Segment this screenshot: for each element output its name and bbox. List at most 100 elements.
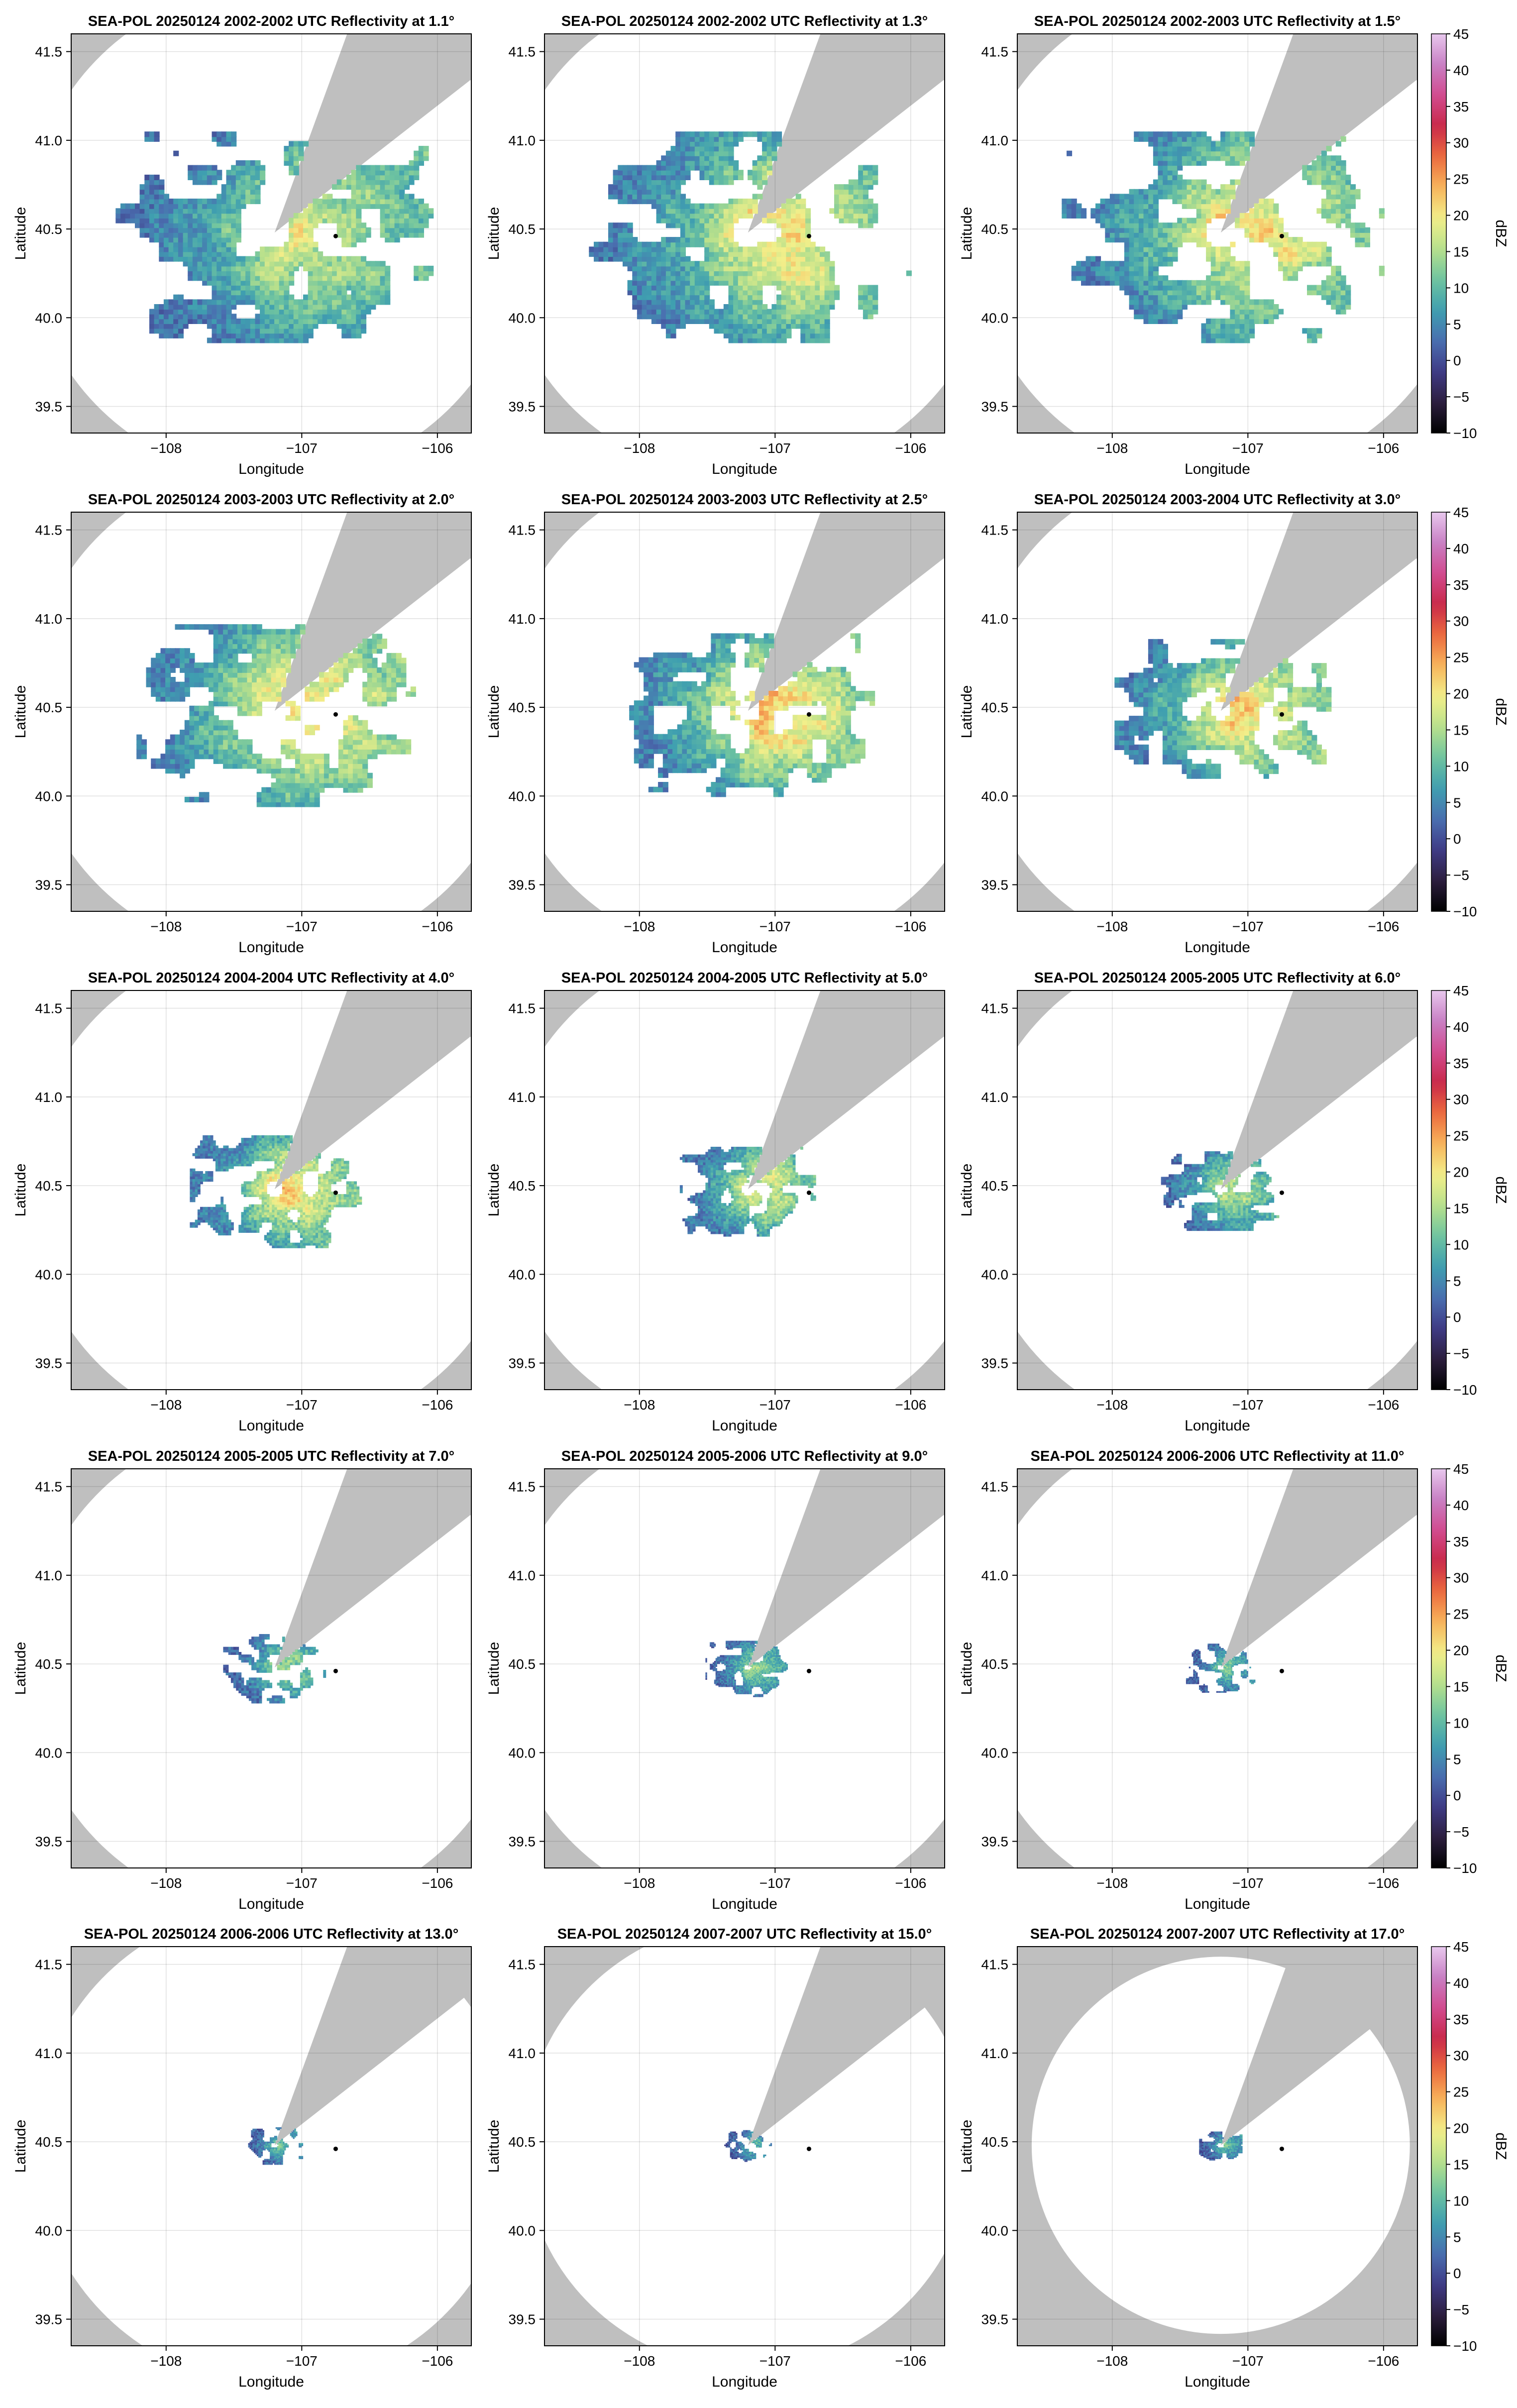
echo-cell: [209, 749, 215, 755]
echo-cell: [154, 323, 160, 329]
echo-cell: [184, 648, 190, 654]
echo-cell: [647, 270, 652, 276]
echo-cell: [810, 323, 816, 329]
echo-cell: [810, 270, 816, 276]
echo-cell: [1235, 160, 1241, 166]
echo-cell: [235, 285, 241, 291]
echo-cell: [1114, 275, 1120, 281]
echo-cell: [165, 744, 171, 750]
echo-cell: [144, 174, 150, 180]
echo-cell: [1114, 237, 1120, 243]
echo-cell: [385, 280, 391, 286]
echo-cell: [820, 270, 826, 276]
echo-cell: [213, 715, 219, 721]
echo-cell: [227, 696, 233, 702]
echo-cell: [757, 131, 763, 137]
echo-cell: [183, 222, 189, 228]
echo-cell: [247, 696, 253, 702]
echo-cell: [1163, 318, 1169, 324]
echo-cell: [623, 184, 629, 190]
echo-cell: [651, 179, 657, 185]
echo-cell: [149, 194, 155, 200]
echo-cell: [1273, 213, 1279, 219]
echo-cell: [365, 265, 371, 271]
echo-cell: [1167, 189, 1173, 195]
echo-cell: [704, 141, 710, 147]
echo-cell: [690, 227, 696, 233]
echo-cell: [394, 174, 400, 180]
echo-cell: [221, 218, 227, 223]
echo-cell: [1138, 241, 1144, 247]
echo-cell: [627, 232, 633, 238]
echo-cell: [1340, 290, 1346, 296]
echo-cell: [231, 275, 237, 281]
echo-cell: [1259, 309, 1265, 315]
echo-cell: [675, 246, 681, 252]
echo-cell: [1192, 199, 1197, 205]
echo-cell: [1172, 131, 1178, 137]
echo-cell: [733, 328, 739, 334]
echo-cell: [1264, 299, 1270, 305]
echo-cell: [197, 165, 203, 171]
echo-cell: [231, 232, 237, 238]
echo-cell: [207, 246, 213, 252]
echo-cell: [300, 772, 306, 778]
echo-cell: [723, 179, 729, 185]
echo-cell: [699, 280, 705, 286]
echo-cell: [647, 314, 652, 320]
echo-cell: [322, 261, 328, 267]
echo-cell: [1326, 251, 1332, 257]
echo-cell: [255, 314, 261, 320]
echo-cell: [714, 208, 720, 214]
echo-cell: [261, 768, 267, 774]
echo-cell: [159, 246, 165, 252]
echo-cell: [385, 174, 391, 180]
echo-cell: [197, 261, 203, 267]
echo-cell: [781, 227, 787, 233]
echo-cell: [1134, 213, 1140, 219]
echo-cell: [173, 232, 179, 238]
echo-cell: [805, 280, 811, 286]
echo-cell: [1249, 131, 1255, 137]
echo-cell: [260, 280, 266, 286]
echo-cell: [1311, 261, 1317, 267]
echo-cell: [704, 256, 710, 262]
echo-cell: [183, 309, 189, 315]
echo-cell: [245, 261, 251, 267]
echo-cell: [1278, 265, 1284, 271]
echo-cell: [144, 218, 150, 223]
echo-cell: [252, 629, 258, 635]
echo-cell: [766, 150, 772, 156]
echo-cell: [1307, 179, 1313, 185]
echo-cell: [318, 280, 324, 286]
echo-cell: [1187, 131, 1192, 137]
echo-cell: [332, 275, 338, 281]
echo-cell: [1129, 290, 1135, 296]
echo-cell: [1268, 222, 1274, 228]
echo-cell: [235, 170, 241, 176]
echo-cell: [285, 653, 291, 658]
echo-cell: [1153, 237, 1159, 243]
echo-cell: [623, 189, 629, 195]
echo-cell: [155, 686, 161, 692]
echo-cell: [1172, 294, 1178, 300]
echo-cell: [237, 648, 243, 654]
echo-cell: [149, 189, 155, 195]
echo-cell: [1138, 131, 1144, 137]
echo-cell: [1379, 213, 1385, 219]
echo-cell: [327, 280, 333, 286]
echo-cell: [757, 328, 763, 334]
echo-cell: [247, 677, 253, 683]
echo-cell: [1210, 280, 1216, 286]
echo-cell: [1129, 203, 1135, 209]
echo-cell: [853, 184, 859, 190]
echo-cell: [1254, 213, 1260, 219]
echo-cell: [351, 328, 357, 334]
echo-cell: [209, 725, 215, 731]
echo-cell: [762, 332, 768, 338]
echo-cell: [1215, 285, 1221, 291]
echo-cell: [829, 304, 835, 310]
echo-cell: [627, 194, 633, 200]
echo-cell: [260, 174, 266, 180]
echo-cell: [844, 184, 850, 190]
